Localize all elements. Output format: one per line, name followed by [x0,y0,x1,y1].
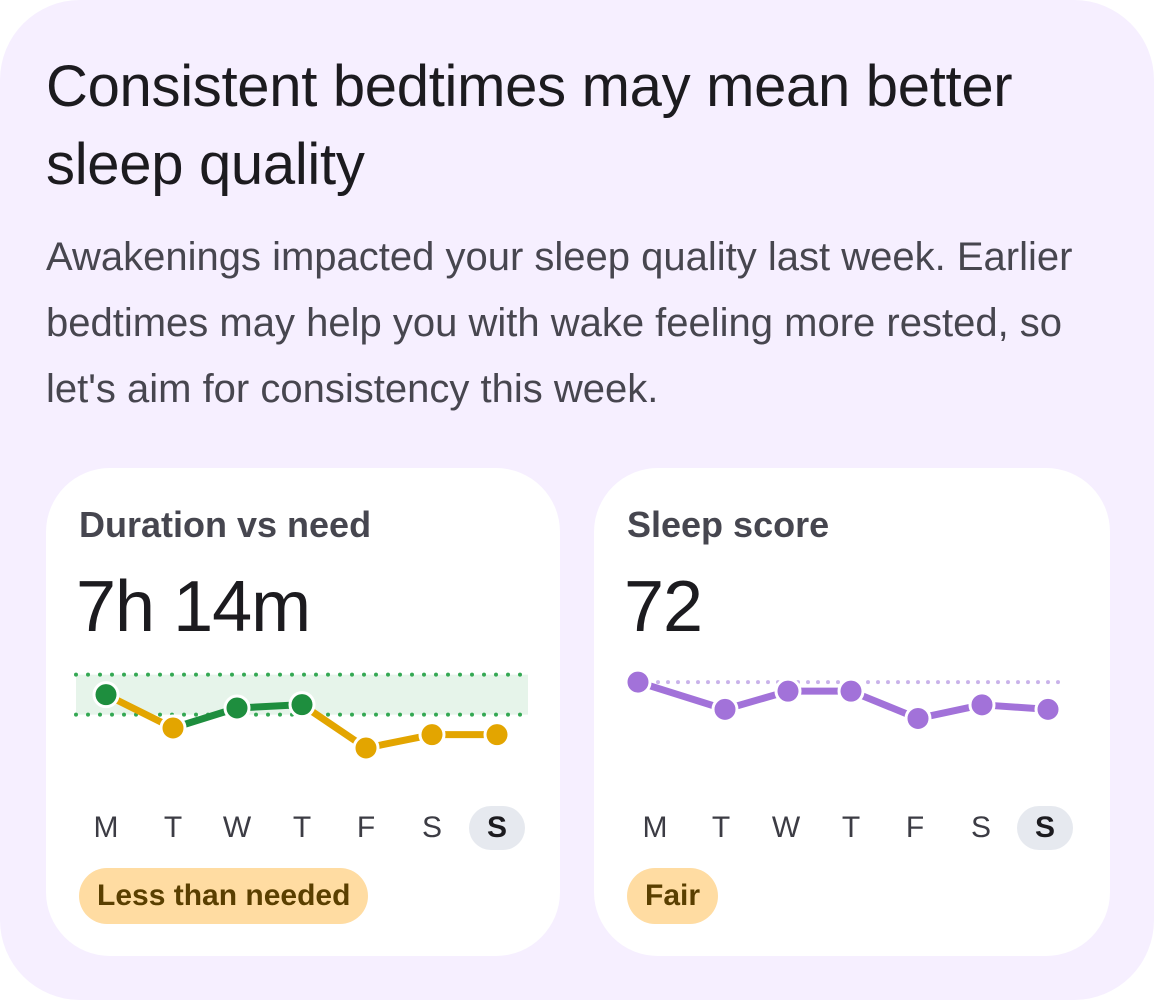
score-day-label: W [771,811,801,844]
score-day-label: S [970,811,991,844]
sleep-score-point [711,695,739,723]
score-day-label: F [905,811,925,844]
duration-point [288,691,316,719]
duration-day-label: M [93,811,119,844]
duration-day-label: W [222,811,252,844]
duration-status-badge: Less than needed [79,868,369,924]
insight-headline: Consistent bedtimes may mean better slee… [46,54,1013,197]
sleep-score-point [837,677,865,705]
sleep-score-point [774,677,802,705]
score-day-selected[interactable]: S [1017,806,1073,850]
duration-point [418,721,446,749]
sleep-score-value: 72 [624,567,703,647]
duration-vs-need-tile[interactable]: Duration vs need 7h 14m M T W T F S S Le… [46,468,560,956]
duration-point [352,734,380,762]
sleep-score-point [624,668,652,696]
duration-day-label: S [421,811,442,844]
duration-point [223,694,251,722]
sleep-score-label: Sleep score [627,504,830,545]
sleep-score-point [1034,695,1062,723]
score-day-label: T [841,811,861,844]
duration-day-label: T [292,811,312,844]
duration-point [483,721,511,749]
sleep-score-chart [624,668,1066,732]
score-day-label: M [642,811,668,844]
sleep-score-point [904,704,932,732]
sleep-score-tile[interactable]: Sleep score 72 M T W T F S S Fair [594,468,1110,956]
sleep-score-status-badge: Fair [627,868,719,924]
duration-value: 7h 14m [76,567,311,647]
score-day-label: T [711,811,731,844]
duration-point [92,681,120,709]
insight-body: Awakenings impacted your sleep quality l… [46,235,1073,411]
duration-day-label: F [356,811,376,844]
duration-chart [74,672,530,762]
sleep-score-point [968,691,996,719]
duration-point [159,714,187,742]
duration-label: Duration vs need [79,504,372,545]
duration-day-label: T [163,811,183,844]
duration-day-selected[interactable]: S [469,806,525,850]
